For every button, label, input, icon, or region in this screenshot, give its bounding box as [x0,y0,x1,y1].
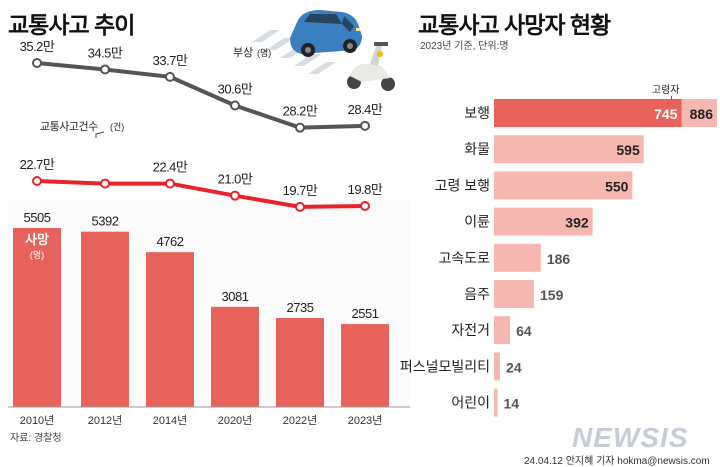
death-category-value: 24 [506,359,522,375]
x-tick-label: 2020년 [218,414,253,427]
accident-count-point [295,201,305,212]
death-category-bar [494,388,498,417]
death-bar [276,318,324,407]
death-category-value: 392 [565,215,589,231]
injury-data-label: 28.4만 [348,102,383,117]
category-label: 음주 [464,286,490,302]
left-chart-title: 교통사고 추이 [8,12,135,38]
death-category-value: 186 [547,251,571,267]
category-label: 보행 [464,105,490,121]
death-category-value: 64 [516,323,532,339]
death-bar [211,306,259,407]
death-bar [13,228,61,407]
deaths-legend-unit: (명) [30,250,44,260]
injury-point [360,120,370,131]
car-scooter-illustration [252,10,395,91]
credit-line: 24.04.12 안지혜 기자 hokma@newsis.com [524,456,710,467]
accident-count-point [165,178,175,189]
elderly-highlight-bar [494,99,682,127]
category-label: 이륜 [464,214,490,230]
accident-count-point [360,200,370,211]
injury-data-label: 28.2만 [283,104,318,119]
death-category-value: 595 [616,142,640,158]
accident-count-line [36,179,366,209]
accident-count-point [32,176,42,186]
death-category-value: 886 [690,106,714,122]
accident-count-data-label: 22.7만 [20,157,55,172]
death-bar-label: 2735 [287,300,314,315]
death-category-value: 550 [605,178,629,194]
category-label: 퍼스널모빌리티 [400,358,490,374]
injury-point [100,64,110,75]
death-bar-label: 5392 [92,214,119,229]
source-note: 자료: 경찰청 [10,433,62,444]
x-tick-label: 2012년 [88,414,123,427]
accident-count-data-label: 22.4만 [153,160,188,175]
death-bar [81,231,129,407]
accident-count-legend-label: 교통사고건수 [40,120,98,133]
death-bar-label: 2551 [352,306,379,321]
injury-data-label: 30.6만 [218,82,253,97]
injury-line [36,61,366,130]
injury-data-label: 34.5만 [88,45,123,60]
right-chart-title: 교통사고 사망자 현황 [418,12,611,38]
x-tick-label: 2014년 [153,414,188,427]
accident-count-point [100,178,110,189]
death-bar-label: 4762 [157,234,184,249]
death-category-bar [494,135,644,164]
injury-data-label: 33.7만 [153,53,188,68]
x-tick-label: 2023년 [348,414,383,427]
death-category-value: 14 [504,396,520,412]
death-category-bar [494,171,633,200]
death-category-bar [494,243,541,272]
category-label: 고령 보행 [435,177,490,193]
accident-count-data-label: 21.0만 [218,172,253,187]
x-tick-label: 2022년 [283,414,318,427]
category-label: 화물 [464,141,490,157]
death-bar-label: 5505 [24,210,51,225]
accident-count-legend-leader [95,131,105,138]
injury-point [165,71,175,82]
category-label: 자전거 [451,322,490,338]
death-bar-label: 3081 [222,289,249,304]
accident-count-data-label: 19.8만 [348,182,383,197]
injury-legend-label: 부상 [233,46,253,59]
accident-count-data-label: 19.7만 [283,183,318,198]
deaths-legend-label: 사망 [25,232,49,247]
injury-legend-unit: (명) [257,48,271,58]
death-bar [146,252,194,407]
elderly-highlight-label: 745 [654,106,678,122]
accident-count-point [230,190,240,201]
elderly-legend-label: 고령자 [652,84,680,96]
death-category-bar [494,316,511,345]
x-tick-label: 2010년 [20,414,55,427]
newsis-logo: NEWSIS [572,422,689,453]
injury-point [295,122,305,133]
accident-count-legend-unit: (건) [110,122,124,132]
injury-data-label: 35.2만 [20,39,55,54]
injury-point [230,100,240,111]
death-category-value: 159 [540,287,564,303]
death-category-bar [494,280,535,308]
death-bar [341,324,389,407]
category-label: 어린이 [451,395,490,411]
right-chart-subtitle: 2023년 기준, 단위:명 [420,41,509,52]
injury-point [32,58,42,68]
death-category-bar [494,352,501,381]
death-category-bar [494,207,593,236]
category-label: 고속도로 [438,250,490,266]
